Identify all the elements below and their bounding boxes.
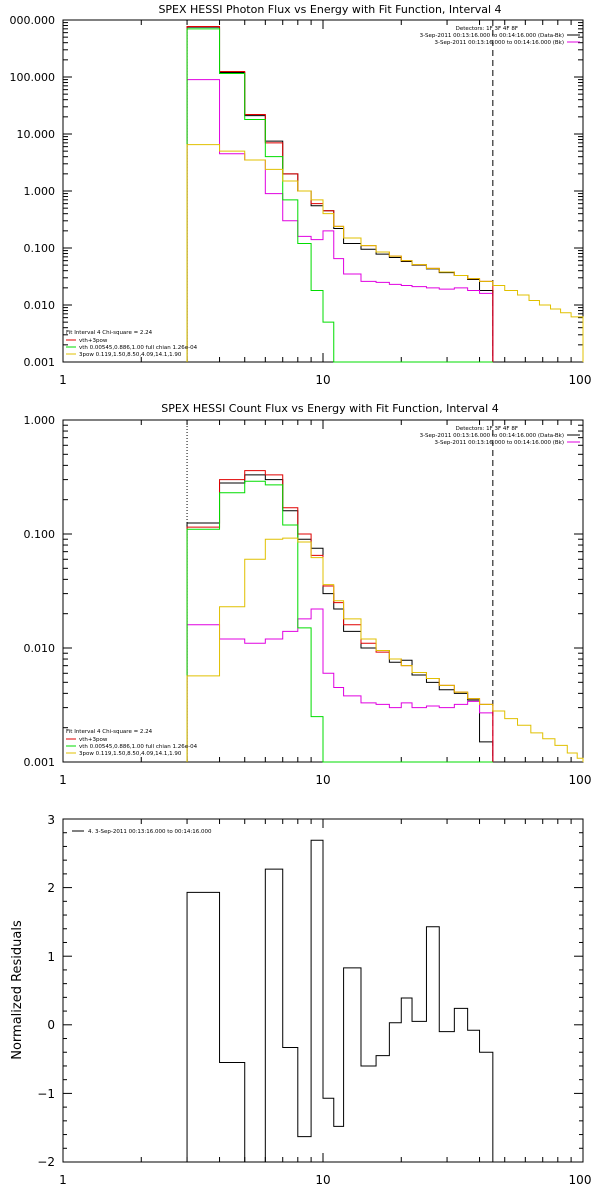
photon-x-tick-labels: 1 10 100 xyxy=(59,373,591,387)
count-legend: Fit Interval 4 Chi-square = 2.24 vth+3po… xyxy=(66,729,198,757)
count-legend-entry: 3pow 0.119,1.50,8.50,4.09,14.1,1.90 xyxy=(79,751,182,757)
count-y-tick-labels: 0.001 0.010 0.100 1.000 xyxy=(24,414,56,769)
photon-fit-label: Fit Interval 4 Chi-square = 2.24 xyxy=(66,330,153,336)
residuals-series-group xyxy=(186,839,494,1163)
count-chart-title: SPEX HESSI Count Flux vs Energy with Fit… xyxy=(161,402,498,415)
photon-ytick-label: 0.100 xyxy=(24,242,56,255)
residuals-xtick-label: 100 xyxy=(569,1173,592,1187)
count-ytick-label: 0.010 xyxy=(24,642,56,655)
residuals-ytick-label: 0 xyxy=(47,1018,55,1032)
photon-axis-ticks xyxy=(62,19,583,363)
count-legend-entry: vth 0.00545,0.886,1.00 full chian 1.26e-… xyxy=(79,744,198,750)
series-background xyxy=(186,608,494,762)
residuals-ytick-label: 3 xyxy=(47,813,55,827)
residuals-y-axis-label: Normalized Residuals xyxy=(10,920,25,1060)
residuals-ytick-label: 1 xyxy=(47,950,55,964)
series-background xyxy=(186,79,494,362)
series-data xyxy=(186,26,494,362)
residuals-xtick-label: 1 xyxy=(59,1173,67,1187)
photon-chart-title: SPEX HESSI Photon Flux vs Energy with Fi… xyxy=(158,3,501,16)
photon-xtick-label: 10 xyxy=(315,373,330,387)
count-ytick-label: 0.100 xyxy=(24,528,56,541)
count-series-group xyxy=(186,420,584,763)
series-total xyxy=(186,470,494,762)
photon-ytick-label: 0.010 xyxy=(24,299,56,312)
photon-ytick-label: 10.000 xyxy=(17,128,56,141)
residuals-xtick-label: 10 xyxy=(315,1173,330,1187)
count-axis-ticks xyxy=(62,419,583,763)
count-info-bk: 3-Sep-2011 00:13:16.000 to 00:14:16.000 … xyxy=(435,440,565,446)
series-data xyxy=(186,474,494,762)
count-fit-label: Fit Interval 4 Chi-square = 2.24 xyxy=(66,729,153,735)
count-flux-panel: SPEX HESSI Count Flux vs Energy with Fit… xyxy=(24,402,592,787)
photon-ytick-label: 1.000 xyxy=(24,185,56,198)
photon-legend: Fit Interval 4 Chi-square = 2.24 vth+3po… xyxy=(66,330,198,358)
residuals-legend: 4. 3-Sep-2011 00:13:16.000 to 00:14:16.0… xyxy=(72,829,212,835)
count-xtick-label: 100 xyxy=(569,773,592,787)
residuals-x-tick-labels: 1 10 100 xyxy=(59,1173,591,1187)
count-info-data: 3-Sep-2011 00:13:16.000 to 00:14:16.000 … xyxy=(420,433,564,439)
series-pow xyxy=(186,537,584,762)
photon-series-group xyxy=(186,20,584,363)
photon-info-detectors: Detectors: 1F 3F 4F 8F xyxy=(456,26,518,32)
count-info-detectors: Detectors: 1F 3F 4F 8F xyxy=(456,426,518,432)
residuals-panel: −2 −1 0 1 2 3 1 10 100 Normalized Residu… xyxy=(10,813,591,1187)
photon-ytick-label: 100.000 xyxy=(10,71,56,84)
series-total xyxy=(186,25,494,362)
photon-flux-panel: SPEX HESSI Photon Flux vs Energy with Fi… xyxy=(10,3,592,387)
count-legend-entry: vth+3pow xyxy=(79,737,108,743)
photon-legend-entry: vth+3pow xyxy=(79,338,108,344)
photon-xtick-label: 1 xyxy=(59,373,67,387)
count-ytick-label: 1.000 xyxy=(24,414,56,427)
photon-y-tick-labels: 0.001 0.010 0.100 1.000 10.000 100.000 0… xyxy=(10,14,56,369)
count-ytick-label: 0.001 xyxy=(24,756,56,769)
photon-xtick-label: 100 xyxy=(569,373,592,387)
photon-ytick-label: 000.000 xyxy=(10,14,56,27)
photon-ytick-label: 0.001 xyxy=(24,356,56,369)
series-pow xyxy=(186,144,584,362)
residuals-ytick-label: −2 xyxy=(37,1155,55,1169)
photon-info-bk: 3-Sep-2011 00:13:16.000 to 00:14:16.000 … xyxy=(435,40,565,46)
residuals-y-tick-labels: −2 −1 0 1 2 3 xyxy=(37,813,55,1169)
residuals-axis-ticks xyxy=(62,818,583,1163)
residuals-legend-entry: 4. 3-Sep-2011 00:13:16.000 to 00:14:16.0… xyxy=(88,829,212,835)
photon-legend-entry: 3pow 0.119,1.50,8.50,4.09,14.1,1.90 xyxy=(79,352,182,358)
count-xtick-label: 1 xyxy=(59,773,67,787)
photon-legend-entry: vth 0.00545,0.886,1.00 full chian 1.26e-… xyxy=(79,345,198,351)
series-vth xyxy=(186,480,493,763)
photon-info-box: Detectors: 1F 3F 4F 8F 3-Sep-2011 00:13:… xyxy=(420,26,580,46)
series-data xyxy=(186,839,494,1163)
count-info-box: Detectors: 1F 3F 4F 8F 3-Sep-2011 00:13:… xyxy=(420,426,580,446)
count-x-tick-labels: 1 10 100 xyxy=(59,773,591,787)
series-vth xyxy=(186,28,493,363)
photon-info-data: 3-Sep-2011 00:13:16.000 to 00:14:16.000 … xyxy=(420,33,564,39)
residuals-ytick-label: −1 xyxy=(37,1087,55,1101)
count-xtick-label: 10 xyxy=(315,773,330,787)
residuals-ytick-label: 2 xyxy=(47,881,55,895)
